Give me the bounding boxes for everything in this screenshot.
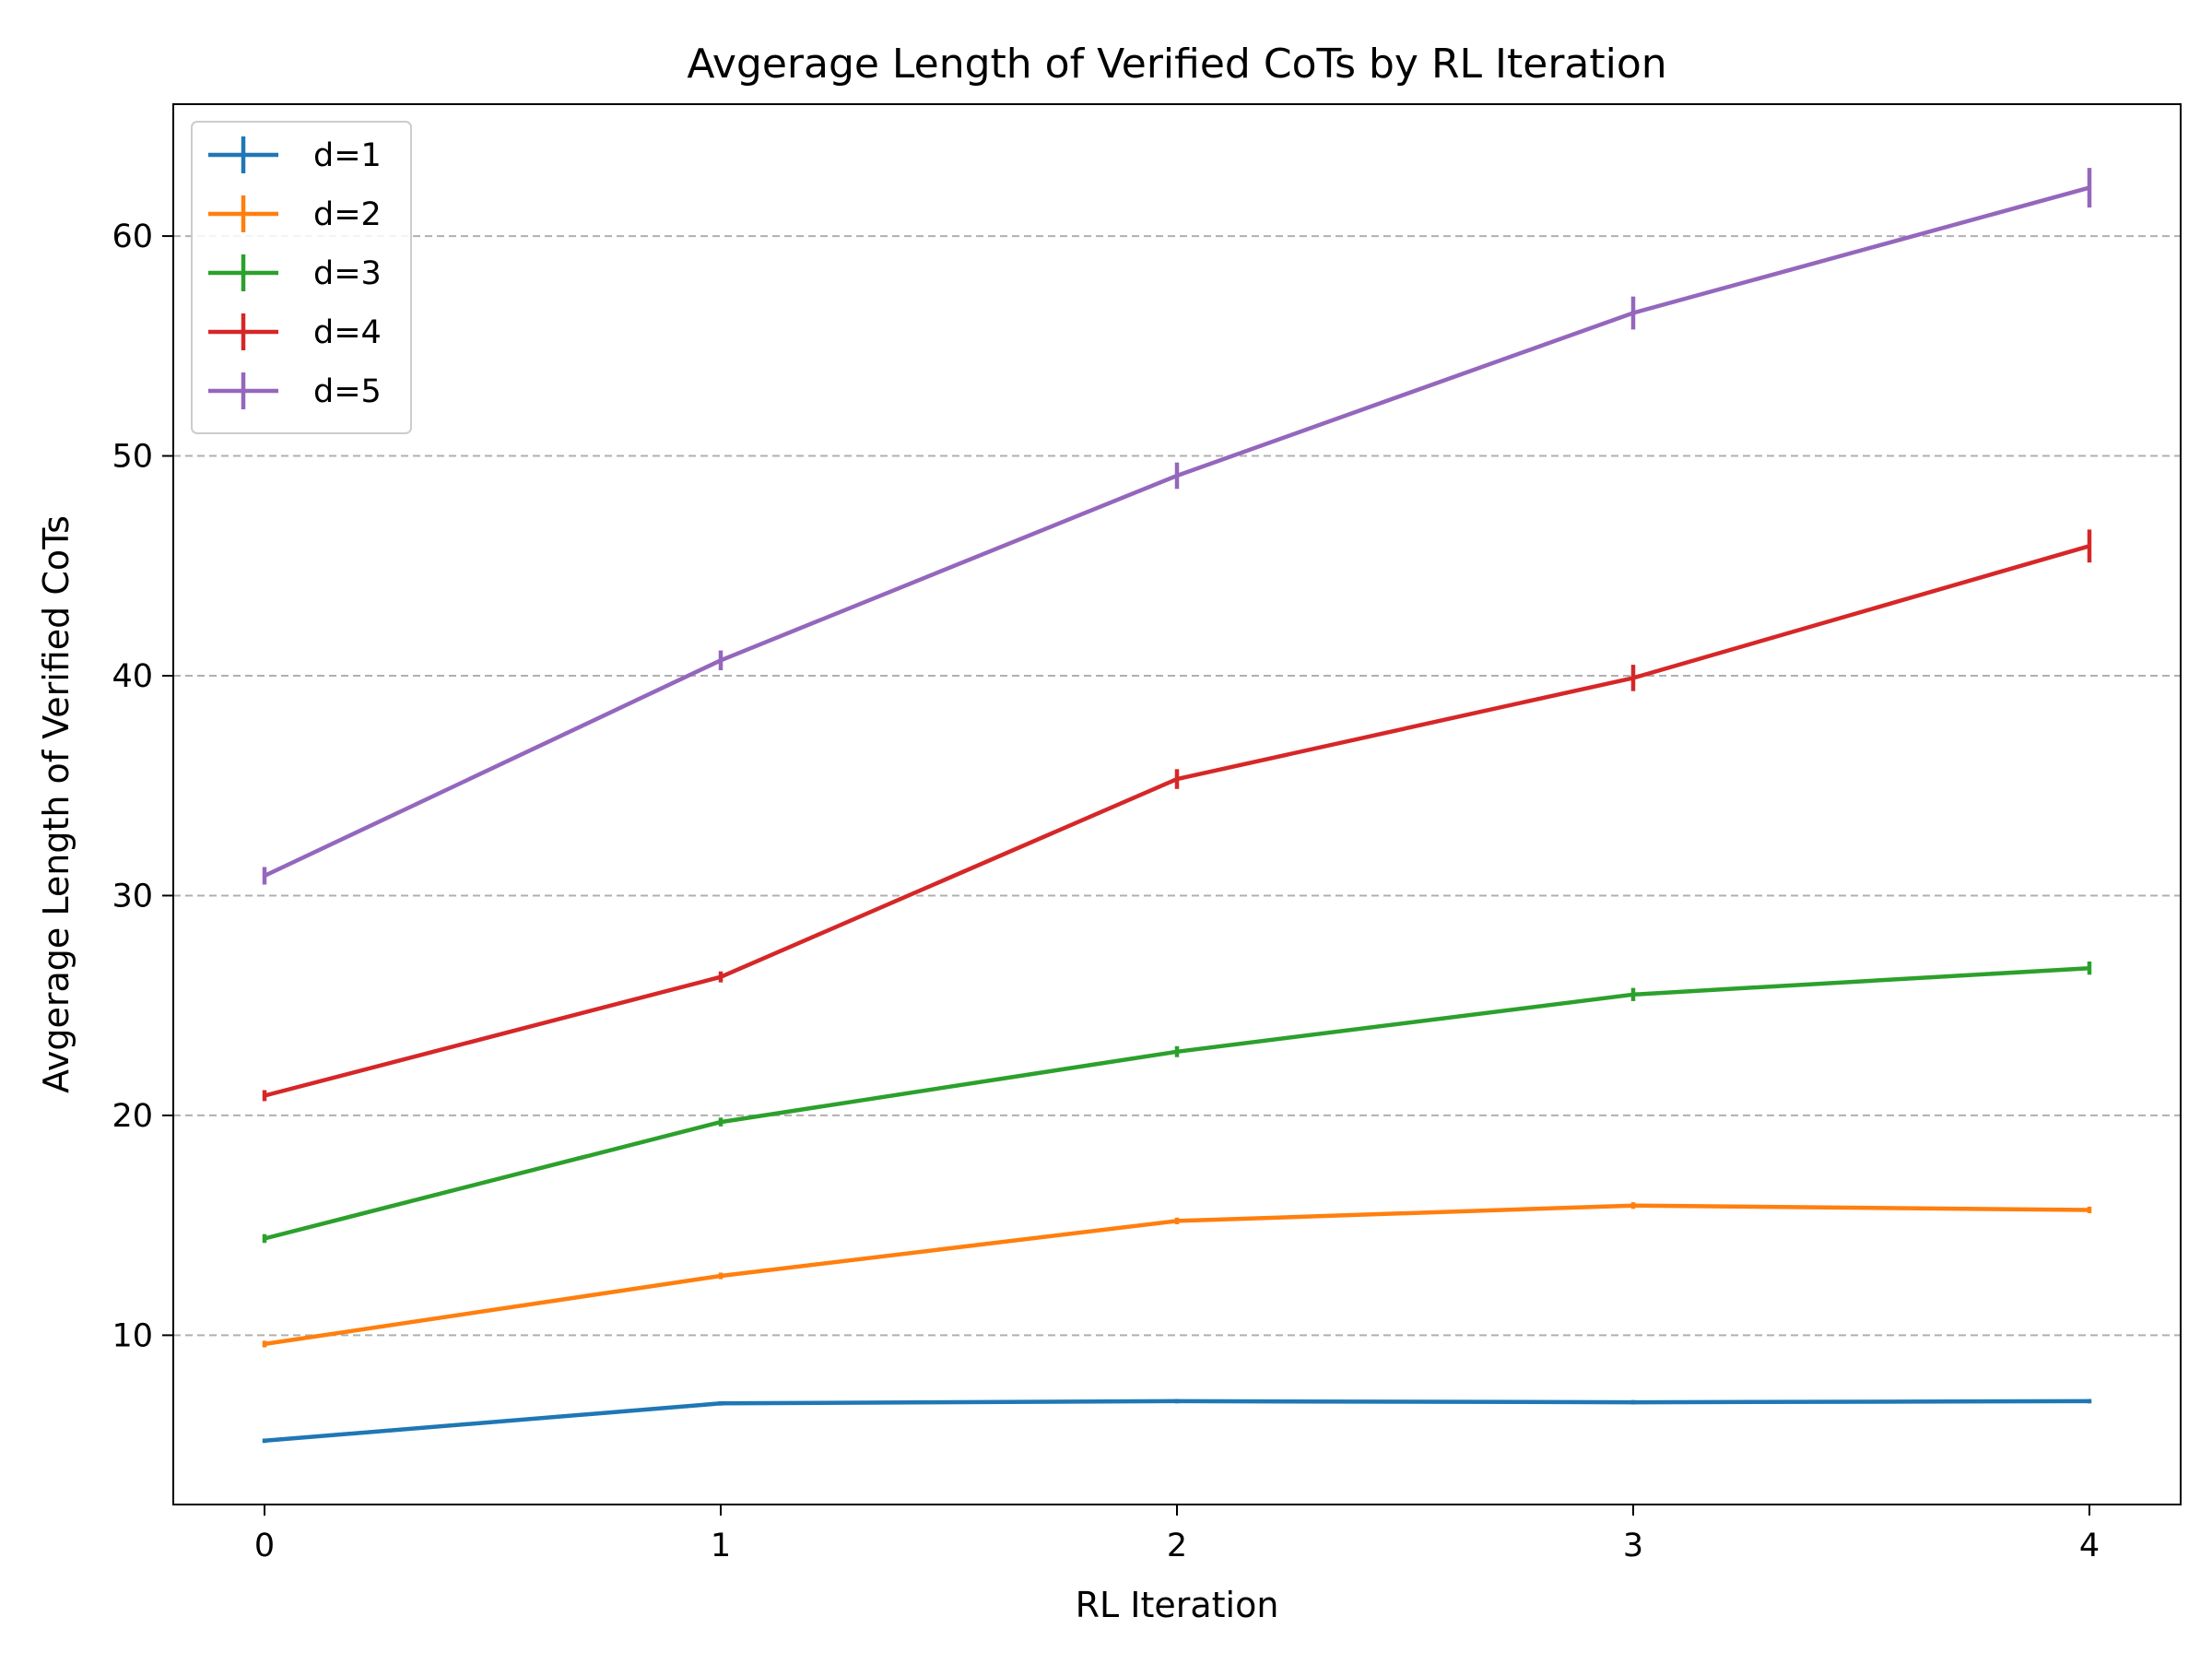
legend-label: d=1 xyxy=(313,137,382,174)
legend-label: d=4 xyxy=(313,314,382,351)
grid-lines xyxy=(173,235,2181,1337)
legend-label: d=2 xyxy=(313,196,382,233)
y-axis-label: Avgerage Length of Verified CoTs xyxy=(36,515,76,1093)
series-group xyxy=(262,168,2092,1444)
legend: d=1 d=2 d=3 d=4 d=5 xyxy=(191,121,412,434)
y-tick-label: 60 xyxy=(112,218,153,255)
y-tick-label: 50 xyxy=(112,439,153,476)
x-tick-label: 4 xyxy=(2079,1528,2100,1564)
y-tick-label: 30 xyxy=(112,878,153,915)
axis-ticks: 10 20 30 40 50 60 0 1 2 3 4 xyxy=(112,218,2100,1564)
legend-label: d=5 xyxy=(313,373,382,410)
y-tick-label: 40 xyxy=(112,658,153,695)
series-d=4 xyxy=(262,529,2092,1102)
series-d=1 xyxy=(262,1398,2092,1444)
x-tick-label: 3 xyxy=(1623,1528,1643,1564)
y-tick-label: 10 xyxy=(112,1317,153,1354)
y-tick-label: 20 xyxy=(112,1098,153,1135)
legend-label: d=3 xyxy=(313,255,382,292)
x-tick-label: 2 xyxy=(1167,1528,1187,1564)
series-d=2 xyxy=(262,1202,2092,1348)
x-tick-label: 0 xyxy=(254,1528,275,1564)
chart-title: Avgerage Length of Verified CoTs by RL I… xyxy=(687,41,1666,88)
series-d=3 xyxy=(262,962,2092,1244)
series-d=5 xyxy=(262,168,2092,885)
x-axis-label: RL Iteration xyxy=(1076,1585,1279,1625)
legend-box xyxy=(191,121,412,434)
x-tick-label: 1 xyxy=(711,1528,731,1564)
